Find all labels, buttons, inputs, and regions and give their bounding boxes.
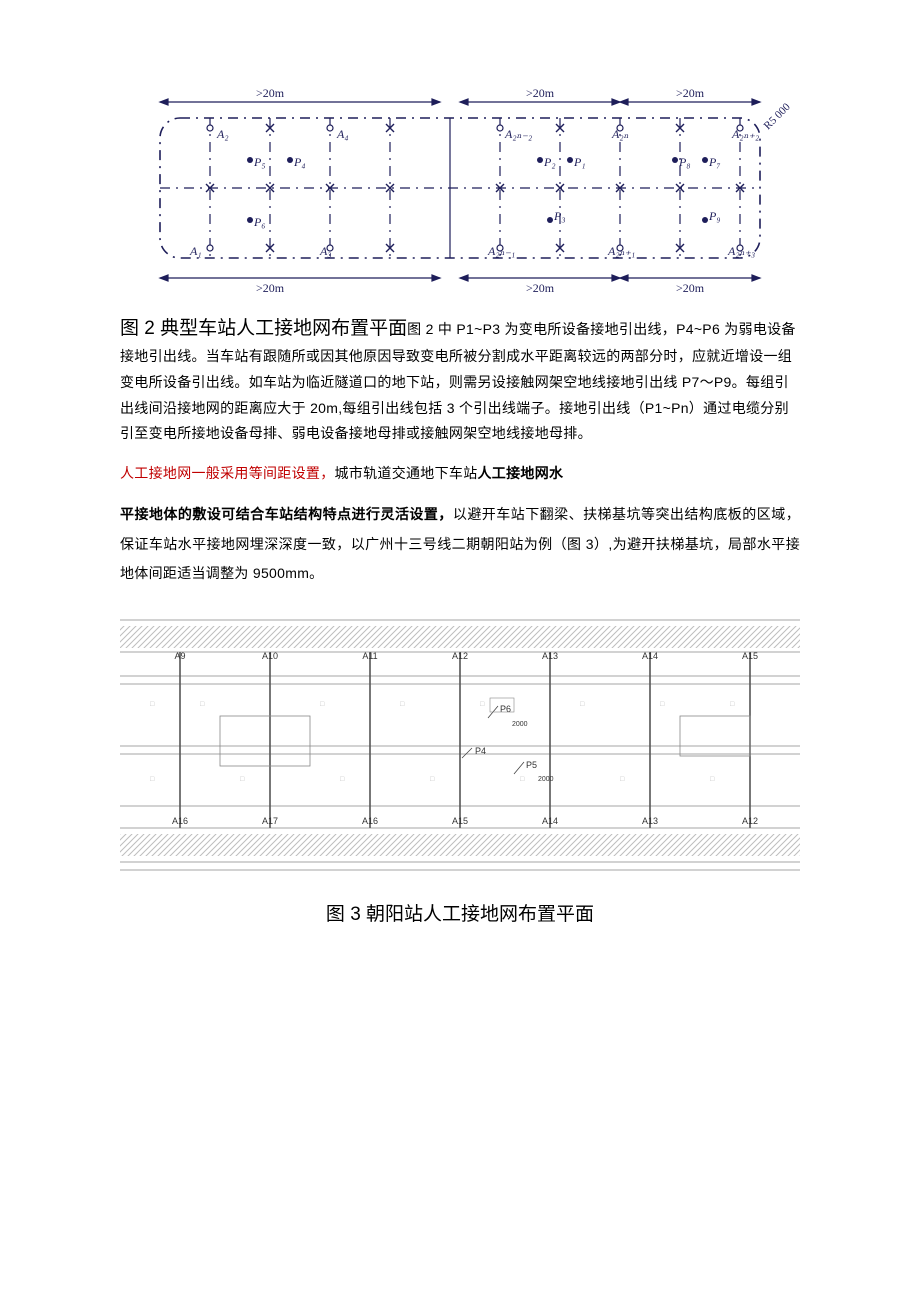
svg-text:P₁: P₁ [573, 155, 586, 169]
para1-red: 人工接地网一般采用等间距设置， [120, 465, 335, 481]
svg-text:P₄: P₄ [293, 155, 306, 169]
svg-text:P5: P5 [526, 760, 537, 770]
para1-plain: 城市轨道交通地下车站 [335, 465, 478, 481]
figure-3: □□□ □□□ □□ □□□ □□□ □ A9 A10 A11 A12 A13 … [120, 606, 800, 886]
svg-text:2000: 2000 [512, 721, 528, 728]
svg-text:A12: A12 [742, 816, 758, 826]
paragraph-2: 平接地体的敷设可结合车站结构特点进行灵活设置，以避开车站下翻梁、扶梯基坑等突出结… [120, 500, 800, 588]
svg-text:P₉: P₉ [708, 209, 721, 223]
svg-text:A₂ₙ₋₂: A₂ₙ₋₂ [504, 127, 532, 141]
svg-text:A₁: A₁ [189, 244, 202, 258]
svg-text:□: □ [620, 776, 625, 783]
svg-text:A16: A16 [362, 816, 378, 826]
caption-3: 图 3 朝阳站人工接地网布置平面 [120, 900, 800, 930]
svg-text:A10: A10 [262, 651, 278, 661]
svg-text:A14: A14 [642, 651, 658, 661]
svg-text:2000: 2000 [538, 776, 554, 783]
svg-text:□: □ [240, 776, 245, 783]
svg-text:>20m: >20m [526, 86, 555, 100]
svg-text:A15: A15 [742, 651, 758, 661]
svg-text:□: □ [200, 701, 205, 708]
svg-text:P₇: P₇ [708, 155, 721, 169]
svg-text:P6: P6 [500, 704, 511, 714]
caption-2-lead: 图 2 典型车站人工接地网布置平面 [120, 318, 407, 339]
svg-text:A16: A16 [172, 816, 188, 826]
svg-text:A15: A15 [452, 816, 468, 826]
svg-text:R5 000: R5 000 [762, 101, 794, 133]
paragraph-1: 人工接地网一般采用等间距设置，城市轨道交通地下车站人工接地网水 [120, 459, 800, 488]
svg-text:□: □ [730, 701, 735, 708]
svg-text:□: □ [580, 701, 585, 708]
svg-text:□: □ [340, 776, 345, 783]
para2-bold-head: 平接地体的敷设可结合车站结构特点进行灵活设置， [120, 506, 453, 522]
caption-2-block: 图 2 典型车站人工接地网布置平面图 2 中 P1~P3 为变电所设备接地引出线… [120, 314, 800, 447]
figure-2: >20m >20m >20m >20m >20m >20m A₂ A₄ A₂ₙ₋… [120, 80, 800, 300]
svg-text:P₃: P₃ [553, 209, 566, 223]
svg-text:□: □ [320, 701, 325, 708]
svg-text:□: □ [480, 701, 485, 708]
svg-text:A₂ₙ₊₂: A₂ₙ₊₂ [731, 127, 759, 141]
svg-text:>20m: >20m [526, 281, 555, 295]
svg-text:A₂ₙ₊₃: A₂ₙ₊₃ [727, 244, 755, 258]
svg-text:>20m: >20m [256, 281, 285, 295]
svg-text:A₂ₙ: A₂ₙ [611, 127, 629, 141]
svg-text:P₆: P₆ [253, 215, 266, 229]
svg-text:□: □ [150, 701, 155, 708]
svg-text:□: □ [150, 776, 155, 783]
svg-text:A₂ₙ₊₁: A₂ₙ₊₁ [607, 244, 635, 258]
svg-text:□: □ [660, 701, 665, 708]
svg-text:□: □ [430, 776, 435, 783]
svg-text:P₂: P₂ [543, 155, 556, 169]
svg-text:A9: A9 [174, 651, 185, 661]
svg-text:>20m: >20m [676, 86, 705, 100]
svg-text:A17: A17 [262, 816, 278, 826]
svg-text:P₅: P₅ [253, 155, 266, 169]
svg-text:A13: A13 [542, 651, 558, 661]
para1-bold-tail: 人工接地网水 [478, 465, 564, 481]
svg-text:P₈: P₈ [678, 155, 691, 169]
svg-text:P4: P4 [475, 746, 486, 756]
svg-text:A11: A11 [362, 651, 377, 661]
svg-text:A₂ₙ₋₁: A₂ₙ₋₁ [487, 244, 515, 258]
svg-text:A13: A13 [642, 816, 658, 826]
svg-text:□: □ [710, 776, 715, 783]
svg-text:□: □ [400, 701, 405, 708]
svg-text:A₄: A₄ [336, 127, 349, 141]
figure-2-svg: >20m >20m >20m >20m >20m >20m A₂ A₄ A₂ₙ₋… [120, 80, 800, 300]
svg-text:A₂: A₂ [216, 127, 229, 141]
svg-text:A₃: A₃ [319, 244, 332, 258]
svg-text:A12: A12 [452, 651, 468, 661]
svg-text:>20m: >20m [676, 281, 705, 295]
svg-text:A14: A14 [542, 816, 558, 826]
figure-3-svg: □□□ □□□ □□ □□□ □□□ □ A9 A10 A11 A12 A13 … [120, 606, 800, 886]
svg-text:□: □ [520, 776, 525, 783]
caption-2-body: 图 2 中 P1~P3 为变电所设备接地引出线，P4~P6 为弱电设备接地引出线… [120, 321, 796, 441]
svg-text:>20m: >20m [256, 86, 285, 100]
